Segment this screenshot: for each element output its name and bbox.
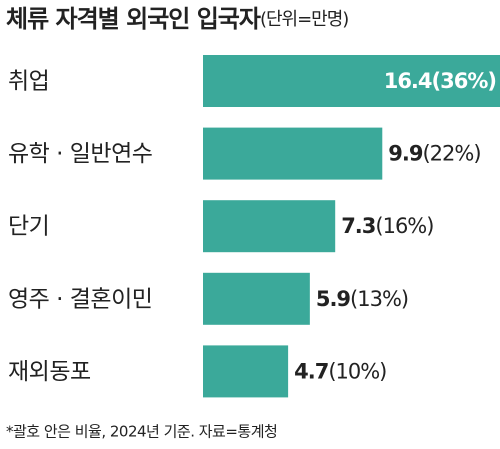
share-label: (13%) [350, 287, 408, 311]
share-label: (36%) [432, 69, 496, 93]
note: *괄호 안은 비율, 2024년 기준. 자료=통계청 [6, 423, 277, 441]
value: 16.4 [384, 69, 432, 93]
unit: (단위=만명) [260, 9, 348, 30]
title-main: 체류 자격별 외국인 입국자 [6, 5, 261, 33]
value-label: 7.3(16%) [341, 214, 433, 238]
category-label: 단기 [8, 214, 49, 240]
category-label: 취업 [8, 69, 49, 95]
value-label: 5.9(13%) [316, 287, 408, 311]
chart-title: 체류 자격별 외국인 입국자(단위=만명) [6, 5, 348, 33]
category-label: 영주 · 결혼이민 [8, 286, 152, 312]
value-label: 4.7(10%) [294, 359, 386, 383]
bar [203, 272, 310, 325]
value-label: 16.4(36%) [384, 69, 496, 93]
bar [203, 127, 383, 180]
share-label: (10%) [328, 359, 386, 383]
value: 9.9 [388, 142, 423, 166]
bar [203, 55, 500, 107]
value: 7.3 [341, 214, 375, 238]
value-label: 9.9(22%) [388, 142, 480, 166]
value: 4.7 [294, 359, 328, 383]
share-label: (16%) [375, 214, 433, 238]
bar [203, 345, 289, 398]
category-label: 재외동포 [8, 359, 91, 385]
share-label: (22%) [422, 142, 480, 166]
category-label: 유학 · 일반연수 [8, 141, 152, 167]
bar [203, 200, 336, 253]
value: 5.9 [316, 287, 351, 311]
